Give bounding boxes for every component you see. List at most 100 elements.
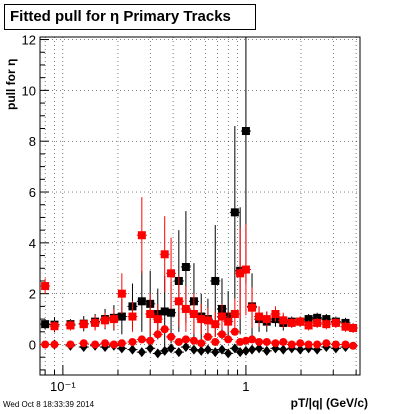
data-point-square [230, 310, 239, 319]
y-tick-label: 2 [29, 287, 36, 302]
data-point-square [181, 262, 190, 271]
data-point-square [160, 307, 169, 316]
data-point-square [146, 310, 155, 319]
data-point-square [217, 312, 226, 321]
data-point-square [341, 322, 350, 331]
data-point-square [271, 310, 280, 319]
data-point-square [203, 316, 212, 325]
y-tick-label: 4 [29, 236, 36, 251]
data-point-square [241, 265, 250, 274]
data-point-circle [91, 340, 100, 349]
data-point-circle [296, 339, 305, 348]
data-point-diamond [174, 347, 183, 358]
data-point-circle [101, 339, 110, 348]
data-point-square [167, 269, 176, 278]
data-point-square [109, 315, 118, 324]
data-point-circle [153, 330, 162, 339]
data-point-square [79, 320, 88, 329]
data-point-square [262, 315, 271, 324]
data-point-diamond [137, 347, 146, 358]
y-tick-label: 6 [29, 185, 36, 200]
data-point-square [137, 297, 146, 306]
data-point-circle [262, 337, 271, 346]
data-point-square [287, 318, 296, 327]
data-point-square [331, 318, 340, 327]
x-tick-label: 1 [242, 379, 249, 394]
data-point-circle [322, 339, 331, 348]
y-axis-label: pull for η [4, 58, 18, 110]
data-point-circle [279, 337, 288, 346]
data-point-circle [117, 339, 126, 348]
data-point-diamond [296, 344, 305, 355]
data-point-square [296, 317, 305, 326]
y-tick-label: 8 [29, 134, 36, 149]
data-point-circle [241, 336, 250, 345]
data-point-square [230, 208, 239, 217]
data-point-circle [349, 341, 358, 350]
y-tick-label: 12 [22, 33, 36, 48]
data-point-square [241, 127, 250, 136]
data-point-circle [167, 332, 176, 341]
data-point-circle [160, 325, 169, 334]
data-point-square [236, 269, 245, 278]
data-point-circle [287, 340, 296, 349]
x-tick-label: 10⁻¹ [50, 379, 76, 394]
data-point-diamond [217, 344, 226, 355]
data-point-circle [50, 340, 59, 349]
data-point-circle [248, 335, 257, 344]
data-point-square [248, 303, 257, 312]
data-point-circle [109, 340, 118, 349]
y-tick-label: 0 [29, 338, 36, 353]
data-point-square [153, 315, 162, 324]
data-point-square [211, 320, 220, 329]
data-point-circle [255, 337, 264, 346]
data-point-square [189, 310, 198, 319]
data-point-diamond [236, 347, 245, 358]
data-point-diamond [279, 344, 288, 355]
data-point-square [101, 316, 110, 325]
data-point-square [197, 315, 206, 324]
x-axis-label: pT/|q| (GeV/c) [290, 396, 368, 410]
data-point-square [66, 321, 75, 330]
data-point-square [91, 318, 100, 327]
data-point-square [160, 250, 169, 259]
data-point-circle [224, 335, 233, 344]
data-point-circle [313, 340, 322, 349]
data-point-square [41, 282, 50, 291]
data-point-square [279, 316, 288, 325]
data-point-circle [203, 332, 212, 341]
data-point-circle [41, 340, 50, 349]
data-point-circle [137, 335, 146, 344]
data-point-square [174, 297, 183, 306]
y-tick-label: 10 [22, 83, 36, 98]
data-point-square [211, 276, 220, 285]
data-point-square [117, 289, 126, 298]
data-point-circle [211, 337, 220, 346]
data-point-square [128, 312, 137, 321]
data-point-diamond [189, 344, 198, 355]
data-point-diamond [255, 343, 264, 354]
data-point-square [349, 323, 358, 332]
data-point-circle [79, 339, 88, 348]
data-point-square [304, 315, 313, 324]
data-point-circle [146, 336, 155, 345]
data-point-circle [181, 335, 190, 344]
data-point-square [167, 308, 176, 317]
data-point-circle [341, 340, 350, 349]
data-point-square [50, 322, 59, 331]
data-point-square [224, 317, 233, 326]
data-point-diamond [230, 343, 239, 354]
data-point-circle [66, 340, 75, 349]
data-layer [40, 37, 359, 359]
data-point-diamond [241, 345, 250, 356]
data-point-circle [197, 339, 206, 348]
data-point-circle [331, 340, 340, 349]
data-point-square [304, 321, 313, 330]
data-point-square [322, 320, 331, 329]
data-point-square [117, 312, 126, 321]
data-point-diamond [203, 344, 212, 355]
timestamp: Wed Oct 8 18:33:39 2014 [3, 400, 95, 409]
data-point-circle [304, 340, 313, 349]
data-point-circle [189, 336, 198, 345]
